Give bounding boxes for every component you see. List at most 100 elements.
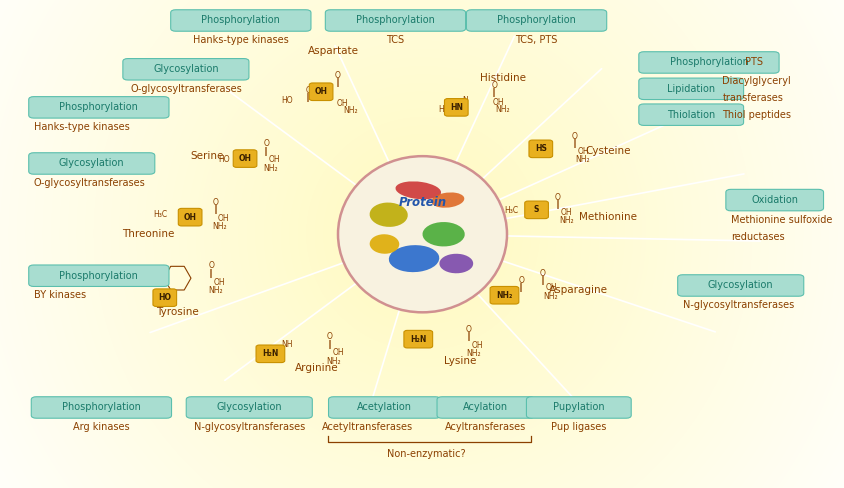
FancyBboxPatch shape [528, 140, 552, 158]
Text: Lipidation: Lipidation [667, 84, 714, 94]
Text: Phosphorylation: Phosphorylation [355, 16, 435, 25]
Text: BY kinases: BY kinases [34, 290, 86, 300]
Text: ‖: ‖ [519, 284, 522, 292]
Ellipse shape [431, 192, 463, 208]
Text: Asparagine: Asparagine [549, 285, 608, 295]
Text: ‖: ‖ [264, 147, 268, 156]
FancyBboxPatch shape [403, 330, 432, 348]
Text: Phosphorylation: Phosphorylation [668, 58, 748, 67]
Text: NH₂: NH₂ [495, 291, 512, 300]
Text: Glycosylation: Glycosylation [153, 64, 219, 74]
Text: Glycosylation: Glycosylation [707, 281, 772, 290]
Ellipse shape [388, 245, 439, 272]
FancyBboxPatch shape [325, 10, 465, 31]
FancyBboxPatch shape [638, 52, 778, 73]
Text: O: O [327, 332, 332, 341]
Text: Hanks-type kinases: Hanks-type kinases [192, 35, 289, 45]
Text: TCS: TCS [386, 35, 404, 45]
FancyBboxPatch shape [256, 345, 284, 363]
Ellipse shape [439, 254, 473, 273]
Text: OH: OH [560, 208, 571, 217]
Text: N: N [462, 96, 467, 104]
Ellipse shape [369, 203, 408, 227]
FancyBboxPatch shape [233, 150, 257, 167]
FancyBboxPatch shape [153, 289, 176, 306]
Text: HO: HO [281, 96, 293, 104]
Text: NH₂: NH₂ [343, 106, 358, 115]
Ellipse shape [422, 222, 464, 246]
Text: OH: OH [268, 155, 280, 164]
FancyBboxPatch shape [638, 104, 743, 125]
Text: HO: HO [218, 155, 230, 164]
Text: O: O [263, 140, 268, 148]
Text: ‖: ‖ [540, 276, 544, 285]
Text: NH₂: NH₂ [326, 357, 341, 366]
FancyBboxPatch shape [677, 275, 803, 296]
Text: Methionine: Methionine [579, 212, 636, 222]
Text: Phosphorylation: Phosphorylation [59, 271, 138, 281]
Text: Arginine: Arginine [295, 364, 338, 373]
Text: Oxidation: Oxidation [750, 195, 798, 205]
FancyBboxPatch shape [309, 83, 333, 101]
Ellipse shape [338, 156, 506, 312]
Text: O: O [518, 276, 523, 285]
Text: Acetyltransferases: Acetyltransferases [322, 422, 413, 432]
Ellipse shape [369, 234, 399, 254]
Text: Serine: Serine [190, 151, 224, 161]
Text: ‖: ‖ [214, 205, 217, 214]
Text: Protein: Protein [398, 196, 446, 209]
Text: NH₂: NH₂ [543, 292, 558, 301]
FancyBboxPatch shape [170, 10, 311, 31]
Text: ‖: ‖ [572, 140, 576, 148]
Text: Acylation: Acylation [463, 403, 508, 412]
Text: OH: OH [218, 214, 230, 223]
FancyBboxPatch shape [444, 99, 468, 116]
Text: Glycosylation: Glycosylation [59, 159, 124, 168]
Text: H₃C: H₃C [154, 210, 167, 219]
Text: NH₂: NH₂ [212, 223, 227, 231]
Text: Threonine: Threonine [122, 229, 174, 239]
Text: Acyltransferases: Acyltransferases [445, 422, 526, 432]
Text: Phosphorylation: Phosphorylation [201, 16, 280, 25]
Text: Arg kinases: Arg kinases [73, 422, 130, 432]
Text: O: O [208, 262, 214, 270]
Text: S: S [533, 205, 538, 214]
Text: OH: OH [238, 154, 252, 163]
Text: Phosphorylation: Phosphorylation [59, 102, 138, 112]
Text: O: O [571, 132, 576, 141]
Text: OH: OH [314, 87, 327, 96]
Text: ‖: ‖ [467, 332, 470, 341]
Text: PTS: PTS [744, 58, 762, 67]
Text: OH: OH [471, 341, 483, 349]
Text: OH: OH [214, 278, 225, 286]
Text: OH: OH [576, 147, 588, 156]
Text: NH₂: NH₂ [575, 155, 590, 164]
Text: ‖: ‖ [209, 269, 213, 278]
Text: HN: HN [449, 103, 463, 112]
Text: OH: OH [332, 348, 344, 357]
Text: Tyrosine: Tyrosine [156, 307, 198, 317]
Text: OH: OH [336, 99, 348, 108]
FancyBboxPatch shape [29, 153, 154, 174]
Text: Lysine: Lysine [444, 356, 476, 366]
Text: H₂N: H₂N [409, 335, 426, 344]
Ellipse shape [395, 182, 441, 199]
FancyBboxPatch shape [725, 189, 823, 211]
Text: O: O [335, 71, 340, 80]
Text: ‖: ‖ [327, 340, 331, 348]
Text: Diacylglyceryl: Diacylglyceryl [722, 76, 790, 85]
Text: reductases: reductases [730, 232, 783, 242]
Text: NH₂: NH₂ [558, 216, 573, 225]
Text: O: O [491, 81, 496, 90]
Text: Pup ligases: Pup ligases [550, 422, 606, 432]
FancyBboxPatch shape [178, 208, 202, 226]
Text: Thiolation: Thiolation [666, 110, 715, 120]
Text: transferases: transferases [722, 93, 782, 102]
Text: N-glycosyltransferases: N-glycosyltransferases [682, 300, 793, 310]
FancyBboxPatch shape [31, 397, 171, 418]
Text: H₂N: H₂N [262, 349, 279, 358]
FancyBboxPatch shape [122, 59, 249, 80]
Text: Hanks-type kinases: Hanks-type kinases [34, 122, 129, 132]
Text: HS: HS [534, 144, 546, 153]
Text: ‖: ‖ [555, 201, 559, 209]
